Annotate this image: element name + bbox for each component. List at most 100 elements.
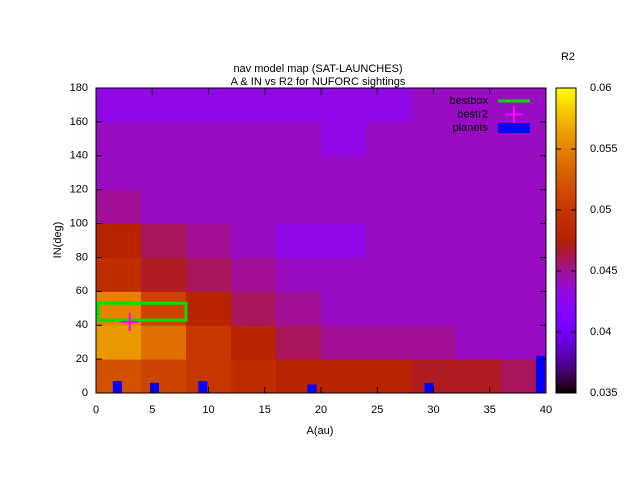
heat-cell — [321, 257, 367, 292]
heat-cell — [411, 291, 457, 326]
heat-cell — [501, 291, 547, 326]
x-tick-label: 15 — [259, 404, 271, 416]
colorbar-label: R2 — [561, 51, 575, 63]
heat-cell — [276, 257, 322, 292]
y-tick-label: 160 — [70, 116, 88, 128]
planet-bar — [535, 355, 545, 393]
planet-bar — [424, 382, 434, 393]
x-tick-label: 0 — [93, 404, 99, 416]
heat-cell — [321, 223, 367, 258]
heat-cell — [411, 155, 457, 191]
x-tick-label: 10 — [202, 404, 214, 416]
heat-cell — [141, 189, 187, 225]
best-point — [120, 312, 139, 331]
heat-cell — [366, 359, 412, 394]
y-tick-label: 80 — [76, 251, 88, 263]
heat-cell — [321, 359, 367, 394]
heat-cell — [501, 223, 547, 258]
heat-cell — [231, 223, 277, 258]
heat-cell — [411, 189, 457, 225]
heat-cell — [366, 88, 412, 123]
planet-bar — [307, 384, 317, 393]
y-tick-label: 140 — [70, 150, 88, 162]
heat-cell — [456, 223, 502, 258]
heat-cell — [231, 359, 277, 394]
heat-cell — [366, 121, 412, 157]
heat-cell — [96, 223, 142, 258]
colorbar — [555, 87, 577, 394]
heat-cell — [141, 359, 187, 394]
heat-cell — [96, 325, 142, 360]
legend-swatch — [498, 123, 530, 133]
y-tick-label: 0 — [82, 387, 88, 399]
heat-cell — [456, 121, 502, 157]
y-tick-label: 120 — [70, 184, 88, 196]
x-tick-label: 35 — [484, 404, 496, 416]
colorbar-tick-label: 0.06 — [590, 82, 611, 94]
colorbar-tick-label: 0.045 — [590, 265, 618, 277]
heat-cell — [321, 121, 367, 157]
colorbar-tick-label: 0.055 — [590, 143, 618, 155]
heat-cell — [501, 88, 547, 123]
heat-cell — [366, 155, 412, 191]
heat-cell — [501, 189, 547, 225]
heat-cell — [411, 121, 457, 157]
heat-cell — [186, 325, 232, 360]
colorbar-tick-label: 0.035 — [590, 387, 618, 399]
planet-bar — [112, 381, 122, 393]
heat-cell — [141, 121, 187, 157]
heat-cell — [321, 88, 367, 123]
x-tick-label: 40 — [540, 404, 552, 416]
heat-cell — [501, 325, 547, 360]
heat-cell — [276, 88, 322, 123]
heat-cell — [501, 155, 547, 191]
colorbar-tick-label: 0.05 — [590, 204, 611, 216]
heat-cell — [186, 223, 232, 258]
heat-cell — [96, 189, 142, 225]
heat-cell — [321, 325, 367, 360]
heat-cell — [411, 257, 457, 292]
heat-cell — [321, 291, 367, 326]
heat-cell — [276, 291, 322, 326]
heat-cell — [231, 291, 277, 326]
planet-bar — [198, 381, 208, 393]
y-tick-label: 40 — [76, 319, 88, 331]
heat-cell — [366, 257, 412, 292]
heat-cell — [456, 359, 502, 394]
heat-cell — [366, 325, 412, 360]
heat-cell — [141, 88, 187, 123]
heat-cell — [141, 325, 187, 360]
heat-cell — [366, 189, 412, 225]
heat-cell — [456, 189, 502, 225]
chart-title: nav model map (SAT-LAUNCHES) — [233, 63, 402, 75]
heat-cell — [411, 223, 457, 258]
x-tick-label: 25 — [371, 404, 383, 416]
heat-cell — [186, 257, 232, 292]
heat-cell — [456, 88, 502, 123]
x-tick-label: 30 — [427, 404, 439, 416]
heat-cell — [231, 325, 277, 360]
x-tick-label: 20 — [315, 404, 327, 416]
heat-cell — [276, 189, 322, 225]
heat-cell — [186, 121, 232, 157]
y-tick-label: 60 — [76, 285, 88, 297]
heat-cell — [186, 155, 232, 191]
heat-cell — [456, 325, 502, 360]
heat-cell — [276, 325, 322, 360]
x-tick-label: 5 — [149, 404, 155, 416]
heat-cell — [276, 121, 322, 157]
heat-cell — [501, 257, 547, 292]
heat-cell — [96, 257, 142, 292]
legend-label: bestr2 — [457, 108, 488, 120]
heat-cell — [141, 155, 187, 191]
y-tick-label: 100 — [70, 217, 88, 229]
heat-cell — [141, 223, 187, 258]
x-axis-label: A(au) — [307, 425, 334, 437]
heat-cell — [231, 121, 277, 157]
chart-subtitle: A & IN vs R2 for NUFORC sightings — [231, 76, 406, 88]
colorbar-tick-label: 0.04 — [590, 326, 611, 338]
heat-cell — [366, 291, 412, 326]
heat-cell — [231, 88, 277, 123]
y-axis-label: IN(deg) — [52, 222, 64, 259]
